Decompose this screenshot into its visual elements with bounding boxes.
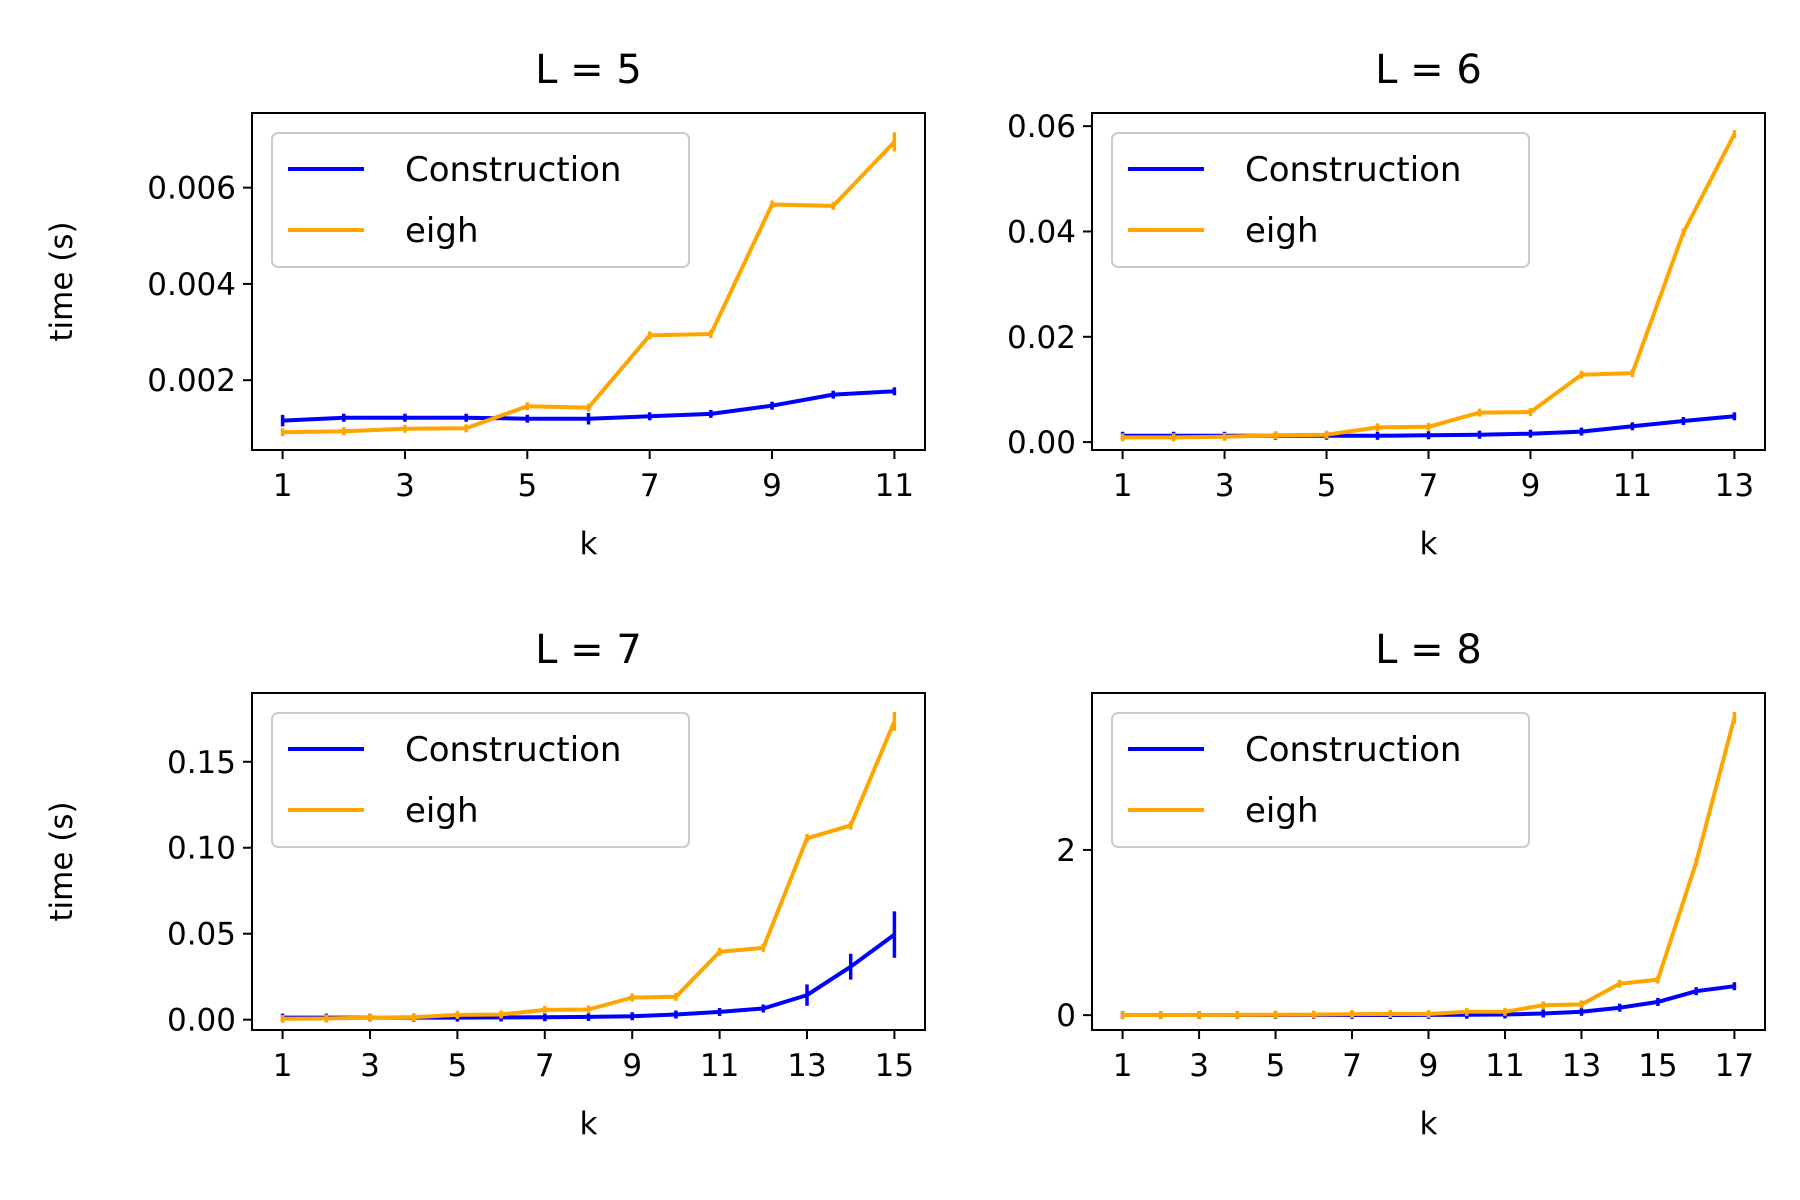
- x-tick-label: 1: [1113, 1048, 1133, 1084]
- axes-frame: [251, 112, 926, 451]
- x-tick-label: 15: [1638, 1048, 1677, 1084]
- x-axis-label: k: [1420, 1106, 1438, 1142]
- x-tick-label: 3: [1215, 468, 1235, 504]
- x-tick-label: 9: [622, 1048, 642, 1084]
- y-axis-label: time (s): [44, 801, 80, 921]
- x-tick-label: 9: [1521, 468, 1541, 504]
- legend: Construction eigh: [1111, 132, 1530, 268]
- x-tick-label: 5: [1317, 468, 1337, 504]
- x-tick-label: 5: [517, 468, 537, 504]
- x-tick-label: 9: [762, 468, 782, 504]
- x-tick-label: 1: [1113, 468, 1133, 504]
- x-tick-label: 15: [875, 1048, 914, 1084]
- x-tick-label: 5: [448, 1048, 468, 1084]
- legend-box: [271, 712, 690, 848]
- x-tick-label: 17: [1715, 1048, 1754, 1084]
- subplot-title: L = 8: [1375, 627, 1482, 673]
- x-tick-label: 7: [640, 468, 660, 504]
- y-tick-label: 0.02: [1007, 320, 1076, 356]
- legend: Construction eigh: [1111, 712, 1530, 848]
- x-tick-label: 13: [787, 1048, 826, 1084]
- x-tick-label: 3: [360, 1048, 380, 1084]
- legend-label: Construction: [405, 730, 621, 770]
- x-tick-label: 11: [700, 1048, 739, 1084]
- y-tick-label: 0.002: [147, 363, 236, 399]
- y-tick-label: 0.00: [1007, 425, 1076, 461]
- x-tick-label: 3: [1189, 1048, 1209, 1084]
- legend-box: [271, 132, 690, 268]
- series-line-construction: [282, 932, 896, 1020]
- x-axis-label: k: [580, 526, 598, 562]
- y-tick-label: 0.05: [167, 917, 236, 953]
- y-tick-label: 0.006: [147, 171, 236, 207]
- x-tick-label: 11: [1485, 1048, 1524, 1084]
- legend-label: Construction: [405, 150, 621, 190]
- x-axis-label: k: [580, 1106, 598, 1142]
- y-axis-label: time (s): [44, 221, 80, 341]
- y-tick-label: 0: [1056, 998, 1076, 1034]
- legend-label: eigh: [1245, 211, 1319, 251]
- y-tick-label: 0.10: [167, 831, 236, 867]
- x-tick-label: 13: [1562, 1048, 1601, 1084]
- legend-label: Construction: [1245, 150, 1461, 190]
- y-tick-label: 0.04: [1007, 214, 1076, 250]
- legend-label: eigh: [1245, 791, 1319, 831]
- x-tick-label: 11: [875, 468, 914, 504]
- subplot-title: L = 6: [1375, 47, 1482, 93]
- legend-label: eigh: [405, 791, 479, 831]
- x-tick-label: 1: [273, 1048, 293, 1084]
- y-tick-label: 0.00: [167, 1003, 236, 1039]
- legend: Construction eigh: [271, 132, 690, 268]
- y-tick-label: 0.004: [147, 267, 236, 303]
- x-tick-label: 9: [1419, 1048, 1439, 1084]
- x-tick-label: 7: [535, 1048, 555, 1084]
- y-tick-label: 0.15: [167, 745, 236, 781]
- axes-frame: [251, 692, 926, 1031]
- legend-label: eigh: [405, 211, 479, 251]
- x-tick-label: 7: [1419, 468, 1439, 504]
- y-tick-label: 2: [1056, 833, 1076, 869]
- x-tick-label: 7: [1342, 1048, 1362, 1084]
- subplot-2: L = 61 3 5 7 9 11 130.000.020.040.06kConstruct…: [1007, 47, 1766, 562]
- x-tick-label: 5: [1266, 1048, 1286, 1084]
- x-tick-label: 13: [1715, 468, 1754, 504]
- x-tick-label: 3: [395, 468, 415, 504]
- subplot-1: L = 5 1 3 5 7 9 11 0.002 0.004 0.006 k time (s) Cons…: [44, 47, 926, 562]
- subplot-title: L = 5: [535, 47, 642, 93]
- legend-box: [1111, 712, 1530, 848]
- x-tick-label: 1: [273, 468, 293, 504]
- x-axis-label: k: [1420, 526, 1438, 562]
- x-tick-label: 11: [1613, 468, 1652, 504]
- legend: Construction eigh: [271, 712, 690, 848]
- y-tick-label: 0.06: [1007, 109, 1076, 145]
- subplot-title: L = 7: [535, 627, 642, 673]
- legend-label: Construction: [1245, 730, 1461, 770]
- legend-box: [1111, 132, 1530, 268]
